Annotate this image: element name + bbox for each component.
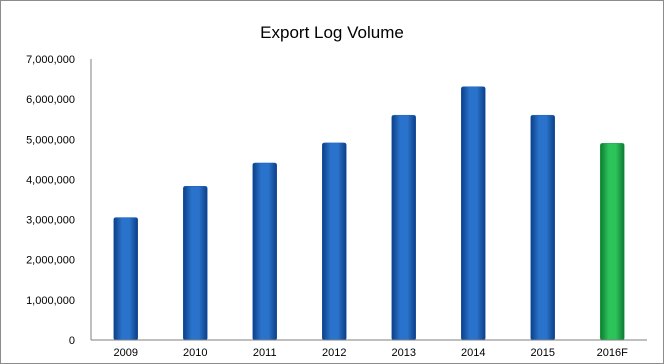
x-tick-label: 2016F: [597, 347, 628, 359]
x-tick-label: 2010: [183, 347, 207, 359]
bar-2009: [113, 217, 138, 341]
bar-2016F: [600, 143, 625, 341]
chart-title: Export Log Volume: [260, 23, 404, 42]
bar-2013: [391, 114, 416, 341]
x-axis-ticks: 2009 2010 2011 2012 2013 2014 2015 2016F: [114, 347, 629, 359]
bar-2010: [183, 186, 208, 341]
y-tick-label: 7,000,000: [26, 54, 75, 66]
y-tick-label: 2,000,000: [26, 255, 75, 267]
y-tick-label: 6,000,000: [26, 94, 75, 106]
y-axis-ticks: 0 1,000,000 2,000,000 3,000,000 4,000,000 5,0…: [26, 54, 75, 347]
y-tick-label: 5,000,000: [26, 134, 75, 146]
x-tick-label: 2013: [392, 347, 416, 359]
y-tick-label: 3,000,000: [26, 215, 75, 227]
y-tick-label: 4,000,000: [26, 174, 75, 186]
bars: [113, 86, 625, 341]
x-tick-label: 2009: [114, 347, 138, 359]
x-tick-label: 2014: [461, 347, 485, 359]
x-tick-label: 2015: [531, 347, 555, 359]
bar-2015: [530, 114, 555, 341]
x-tick-label: 2011: [253, 347, 277, 359]
bar-2014: [461, 86, 486, 341]
y-tick-label: 1,000,000: [26, 295, 75, 307]
bar-2011: [252, 162, 277, 341]
bar-2012: [322, 142, 347, 341]
y-tick-label: 0: [69, 335, 75, 347]
x-tick-label: 2012: [322, 347, 346, 359]
